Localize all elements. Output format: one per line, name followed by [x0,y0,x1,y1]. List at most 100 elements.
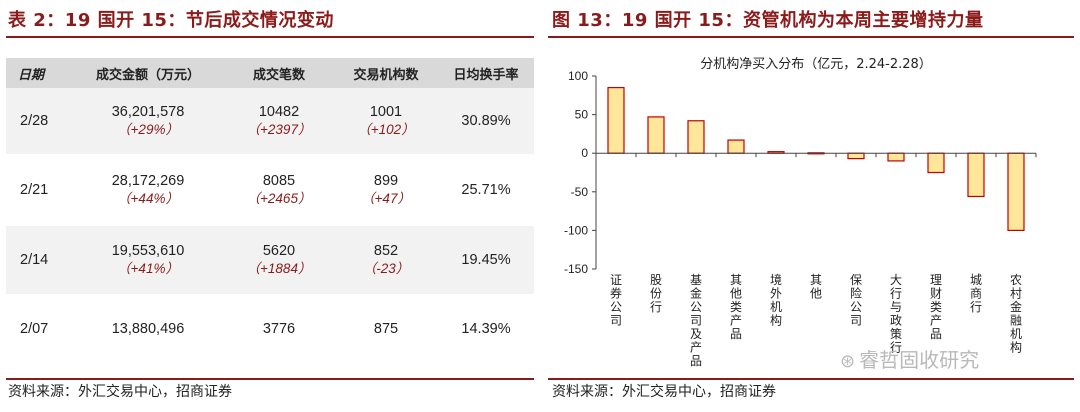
row-date: 2/21 [20,182,49,198]
category-label-char: 品 [690,354,702,368]
category-label-char: 农 [1010,273,1022,287]
y-tick-label: -150 [564,262,588,276]
category-label-char: 保 [850,273,862,287]
bar-基金公司及产品 [687,120,705,154]
amount-value: 36,201,578 [111,104,185,120]
category-label-char: 及 [690,327,702,341]
table-row: 2/21 28,172,269 （+44%） 8085 （+2465） 899 （+4… [6,154,534,226]
category-label-char: 股 [650,273,662,287]
category-label-char: 构 [770,313,782,328]
row-turnover: 25.71% [461,182,511,198]
bar-理财类产品 [927,152,945,174]
bar-大行与政策行 [887,152,905,162]
table-row: 2/14 19,553,610 （+41%） 5620 （+1884） 852 （-2… [6,226,534,294]
y-tick-label: 100 [568,69,588,83]
row-date: 2/07 [20,321,49,337]
row-turnover: 14.39% [461,321,511,337]
row-turnover: 19.45% [438,226,534,294]
category-label-char: 司 [690,314,702,328]
header-turnover: 日均换手率 [438,58,534,88]
category-label-char: 产 [930,314,942,328]
y-tick-label: 50 [575,108,589,122]
count-value: 5620 [262,243,296,259]
category-label-char: 大 [890,273,902,287]
table-row: 2/07 13,880,496 3776 875 14.39% [6,294,534,364]
trading-table: 日期 成交金额（万元） 成交笔数 交易机构数 日均换手率 2/28 36,201… [6,58,534,364]
category-label-char: 其 [730,273,742,287]
category-label-char: 产 [730,314,742,328]
title-divider [6,36,534,38]
net-buy-bar-chart: 分机构净买入分布（亿元，2.24-2.28） 100 50 0 -50 -100 -150 证… [564,57,1037,368]
category-label-char: 机 [770,300,782,314]
header-institutions: 交易机构数 [334,58,438,88]
category-label-char: 券 [610,286,622,301]
category-label-char: 险 [850,286,862,301]
category-label-char: 行 [970,300,982,314]
header-date: 日期 [6,58,72,88]
category-label-char: 类 [930,300,942,314]
amount-change: （+29%） [117,122,179,137]
category-label-char: 与 [890,300,902,314]
category-label-char: 商 [970,286,982,301]
category-label-char: 公 [690,300,702,314]
category-label-char: 行 [890,287,902,301]
category-label-char: 境 [770,272,782,287]
category-label-char: 财 [930,287,942,301]
bar-保险公司 [847,152,865,160]
category-label-char: 金 [690,286,702,301]
count-change: （+2397） [246,122,312,137]
y-tick-label: 0 [581,146,588,160]
count-value: 8085 [262,173,296,189]
category-label-char: 行 [650,300,662,314]
inst-value: 899 [373,173,399,189]
row-turnover: 30.89% [438,88,534,154]
source-divider [548,378,1074,380]
chart-area: 分机构净买入分布（亿元，2.24-2.28） 100 50 0 -50 -100 -150 证… [546,40,1076,378]
category-label-char: 构 [1010,340,1022,355]
amount-value: 19,553,610 [111,243,185,259]
row-amount: 36,201,578 （+29%） [72,88,224,154]
category-label-char: 外 [770,287,782,301]
category-label-char: 理 [930,273,942,287]
category-label-char: 公 [850,300,862,314]
category-label-char: 村 [1010,287,1022,301]
row-count: 3776 [262,321,296,337]
category-label-char: 司 [850,314,862,328]
row-institutions: 852 （-23） [334,226,438,294]
header-amount: 成交金额（万元） [72,58,224,88]
count-change: （+1884） [246,261,312,276]
amount-change: （+41%） [117,261,179,276]
y-tick-label: -50 [571,185,589,199]
inst-change: （-23） [362,261,410,276]
bar-农村金融机构 [1007,152,1025,231]
table-title: 表 2：19 国开 15：节后成交情况变动 [8,10,334,31]
category-label-char: 类 [730,300,742,314]
category-label-char: 金 [1010,299,1022,314]
row-institutions: 875 [373,321,399,337]
count-change: （+2465） [246,191,312,206]
chart-title: 分机构净买入分布（亿元，2.24-2.28） [700,57,932,72]
category-label-char: 其 [810,273,822,287]
wechat-icon: ⊛ [840,351,856,372]
category-label-char: 司 [610,314,622,328]
category-label-char: 品 [730,327,742,341]
row-date: 2/14 [6,226,72,294]
watermark: ⊛ 睿哲固收研究 [840,344,979,373]
row-amount: 19,553,610 （+41%） [72,226,224,294]
watermark-text: 睿哲固收研究 [859,348,980,372]
amount-value: 28,172,269 [111,173,185,189]
row-count: 5620 （+1884） [224,226,334,294]
bar-股份行 [647,116,665,154]
category-label-char: 基 [690,273,702,287]
row-institutions: 899 （+47） [334,154,438,226]
header-count: 成交笔数 [224,58,334,88]
inst-value: 852 [373,243,399,259]
inst-value: 1001 [369,104,403,120]
category-label-char: 机 [1010,327,1022,341]
row-amount: 13,880,496 [111,321,185,337]
category-label-char: 他 [730,287,742,301]
chart-source-note: 资料来源：外汇交易中心，招商证券 [552,384,776,400]
row-count: 10482 （+2397） [224,88,334,154]
category-label-char: 产 [690,341,702,355]
category-label-char: 证 [610,273,622,287]
